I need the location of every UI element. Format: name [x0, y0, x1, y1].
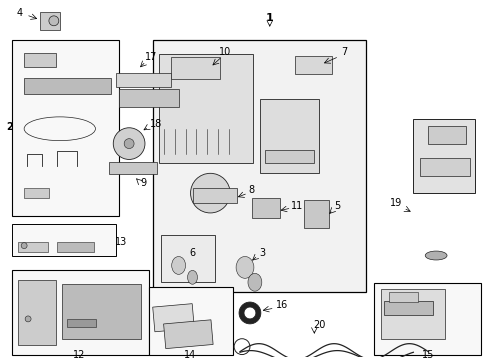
- Bar: [24, 78, 111, 94]
- Bar: [161, 235, 215, 282]
- Text: 3: 3: [259, 248, 265, 257]
- Circle shape: [113, 128, 144, 159]
- Bar: [294, 57, 331, 74]
- Bar: [152, 304, 194, 332]
- Bar: [412, 339, 430, 348]
- Ellipse shape: [425, 251, 446, 260]
- Circle shape: [21, 243, 27, 249]
- Text: 9: 9: [140, 178, 146, 188]
- Bar: [419, 158, 469, 176]
- Bar: [170, 58, 220, 79]
- Bar: [18, 242, 48, 252]
- Text: 13: 13: [115, 237, 127, 247]
- Text: 6: 6: [189, 248, 195, 257]
- Text: 1: 1: [265, 13, 273, 23]
- Bar: [40, 12, 60, 30]
- Bar: [373, 283, 480, 355]
- Bar: [18, 280, 56, 345]
- Bar: [109, 162, 157, 174]
- Ellipse shape: [247, 273, 261, 291]
- Bar: [24, 188, 49, 198]
- Circle shape: [49, 16, 59, 26]
- Bar: [380, 289, 444, 339]
- Text: 10: 10: [219, 46, 231, 57]
- Bar: [304, 200, 328, 228]
- Bar: [427, 126, 465, 144]
- Circle shape: [190, 173, 230, 213]
- Text: 11: 11: [291, 201, 303, 211]
- Bar: [159, 54, 252, 163]
- Text: 8: 8: [248, 185, 254, 195]
- Bar: [149, 287, 233, 355]
- Text: 19: 19: [389, 198, 402, 208]
- Ellipse shape: [171, 257, 185, 274]
- Bar: [388, 292, 417, 302]
- Bar: [412, 119, 474, 193]
- Bar: [192, 188, 237, 203]
- Bar: [116, 73, 170, 87]
- Bar: [383, 301, 432, 315]
- Circle shape: [25, 316, 31, 322]
- Text: 7: 7: [340, 46, 346, 57]
- Text: 20: 20: [312, 320, 325, 330]
- Bar: [24, 54, 56, 67]
- Bar: [57, 242, 94, 252]
- Text: 17: 17: [144, 53, 157, 62]
- Text: 16: 16: [275, 300, 287, 310]
- Text: 12: 12: [73, 350, 85, 360]
- Bar: [153, 40, 365, 292]
- Text: 4: 4: [16, 8, 22, 18]
- Bar: [12, 224, 116, 256]
- Bar: [251, 198, 279, 218]
- Bar: [61, 284, 141, 339]
- Bar: [12, 270, 149, 355]
- Text: 2: 2: [6, 122, 13, 132]
- Bar: [264, 149, 314, 163]
- Text: 18: 18: [149, 119, 162, 129]
- Bar: [12, 40, 119, 216]
- Bar: [259, 99, 319, 173]
- Circle shape: [124, 139, 134, 149]
- Bar: [66, 319, 96, 327]
- Ellipse shape: [236, 257, 253, 278]
- Ellipse shape: [187, 270, 197, 284]
- Text: 5: 5: [333, 201, 340, 211]
- Text: 15: 15: [421, 350, 433, 360]
- Bar: [163, 320, 213, 348]
- Text: 14: 14: [184, 350, 196, 360]
- Bar: [119, 89, 178, 107]
